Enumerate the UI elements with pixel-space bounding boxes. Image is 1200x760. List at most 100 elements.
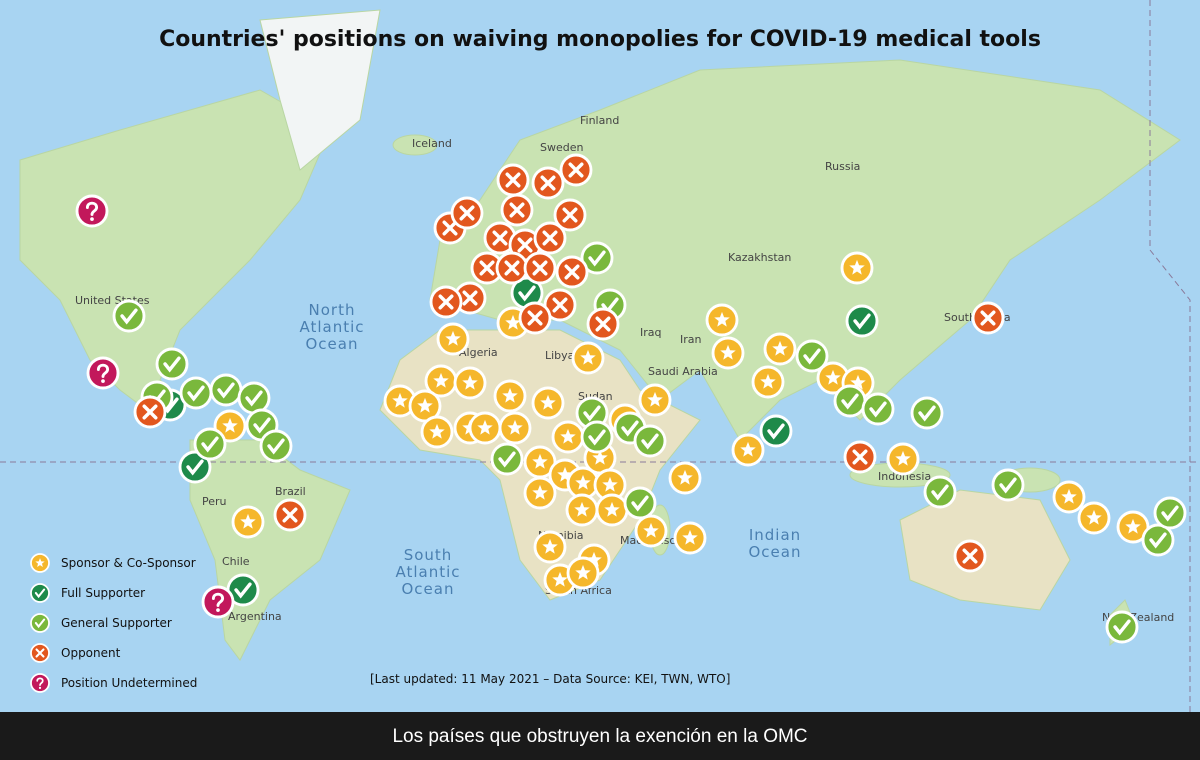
star-icon: [445, 330, 461, 346]
marker: [668, 461, 702, 495]
ocean-label: Ocean: [306, 335, 359, 353]
marker: [559, 153, 593, 187]
cross-icon: [552, 297, 568, 313]
question-dot: [90, 217, 94, 221]
ocean-label: Indian: [749, 526, 801, 544]
question-icon: [85, 201, 99, 216]
place-label: Indonesia: [878, 470, 931, 483]
place-label: Brazil: [275, 485, 306, 498]
star-icon: [429, 423, 445, 439]
marker: [634, 514, 668, 548]
marker: [178, 450, 212, 484]
marker: [1052, 480, 1086, 514]
star-icon: [557, 466, 573, 482]
place-label: Saudi Arabia: [648, 365, 718, 378]
marker: [533, 221, 567, 255]
marker: [565, 493, 599, 527]
cross-icon: [852, 449, 868, 465]
legend-label: Sponsor & Co-Sponsor: [61, 556, 196, 570]
marker: [498, 411, 532, 445]
question-dot: [216, 608, 220, 612]
star-icon: [532, 453, 548, 469]
marker: [613, 411, 647, 445]
star-icon: [35, 558, 45, 567]
check-icon: [34, 588, 46, 599]
check-icon: [869, 401, 887, 418]
marker: [623, 486, 657, 520]
marker: [518, 301, 552, 335]
check-icon: [641, 433, 659, 450]
marker: [30, 553, 50, 573]
marker: [571, 341, 605, 375]
star-icon: [462, 374, 478, 390]
marker: [30, 643, 50, 663]
check-icon: [120, 308, 138, 325]
marker: [133, 395, 167, 429]
marker: [1153, 496, 1187, 530]
marker: [553, 198, 587, 232]
marker: [595, 493, 629, 527]
check-icon: [1113, 619, 1131, 636]
marker: [731, 433, 765, 467]
ocean-label: Ocean: [402, 580, 455, 598]
star-icon: [647, 391, 663, 407]
cross-icon: [492, 230, 508, 246]
check-icon: [187, 385, 205, 402]
marker: [209, 373, 243, 407]
star-icon: [714, 311, 730, 327]
caption: Los países que obstruyen la exención en …: [392, 726, 807, 747]
check-icon: [518, 285, 536, 302]
cross-icon: [517, 237, 533, 253]
marker-ring: [923, 475, 957, 509]
star-icon: [772, 340, 788, 356]
star-icon: [417, 397, 433, 413]
cross-icon: [438, 294, 454, 310]
marker: [923, 475, 957, 509]
marker-ring: [795, 339, 829, 373]
greenland: [259, 9, 381, 171]
marker: [237, 381, 271, 415]
check-icon: [163, 356, 181, 373]
check-icon: [186, 459, 204, 476]
marker: [1141, 523, 1175, 557]
cross-icon: [962, 548, 978, 564]
marker-ring: [833, 384, 867, 418]
marker-ring: [30, 673, 50, 693]
question-dot: [38, 686, 42, 689]
place-label: Sweden: [540, 141, 583, 154]
marker: [633, 424, 667, 458]
title: Countries' positions on waiving monopoli…: [159, 27, 1041, 52]
check-icon: [498, 451, 516, 468]
marker: [763, 332, 797, 366]
marker: [971, 301, 1005, 335]
star-icon: [552, 571, 568, 587]
check-icon: [217, 382, 235, 399]
marker-ring: [1153, 496, 1187, 530]
star-icon: [507, 419, 523, 435]
star-icon: [505, 314, 521, 330]
place-label: Peru: [202, 495, 227, 508]
marker: [705, 303, 739, 337]
star-icon: [682, 529, 698, 545]
star-icon: [604, 501, 620, 517]
marker-ring: [861, 392, 895, 426]
star-icon: [392, 392, 408, 408]
star-icon: [850, 374, 866, 390]
cross-icon: [564, 264, 580, 280]
marker: [450, 196, 484, 230]
marker-ring: [1105, 610, 1139, 644]
marker: [991, 468, 1025, 502]
marker-ring: [580, 241, 614, 275]
star-icon: [586, 551, 602, 567]
marker: [30, 673, 50, 693]
marker: [953, 539, 987, 573]
cross-icon: [980, 310, 996, 326]
marker: [523, 251, 557, 285]
place-label: Argentina: [228, 610, 282, 623]
check-icon: [767, 423, 785, 440]
cross-icon: [479, 260, 495, 276]
marker: [155, 347, 189, 381]
marker: [273, 498, 307, 532]
check-icon: [245, 390, 263, 407]
